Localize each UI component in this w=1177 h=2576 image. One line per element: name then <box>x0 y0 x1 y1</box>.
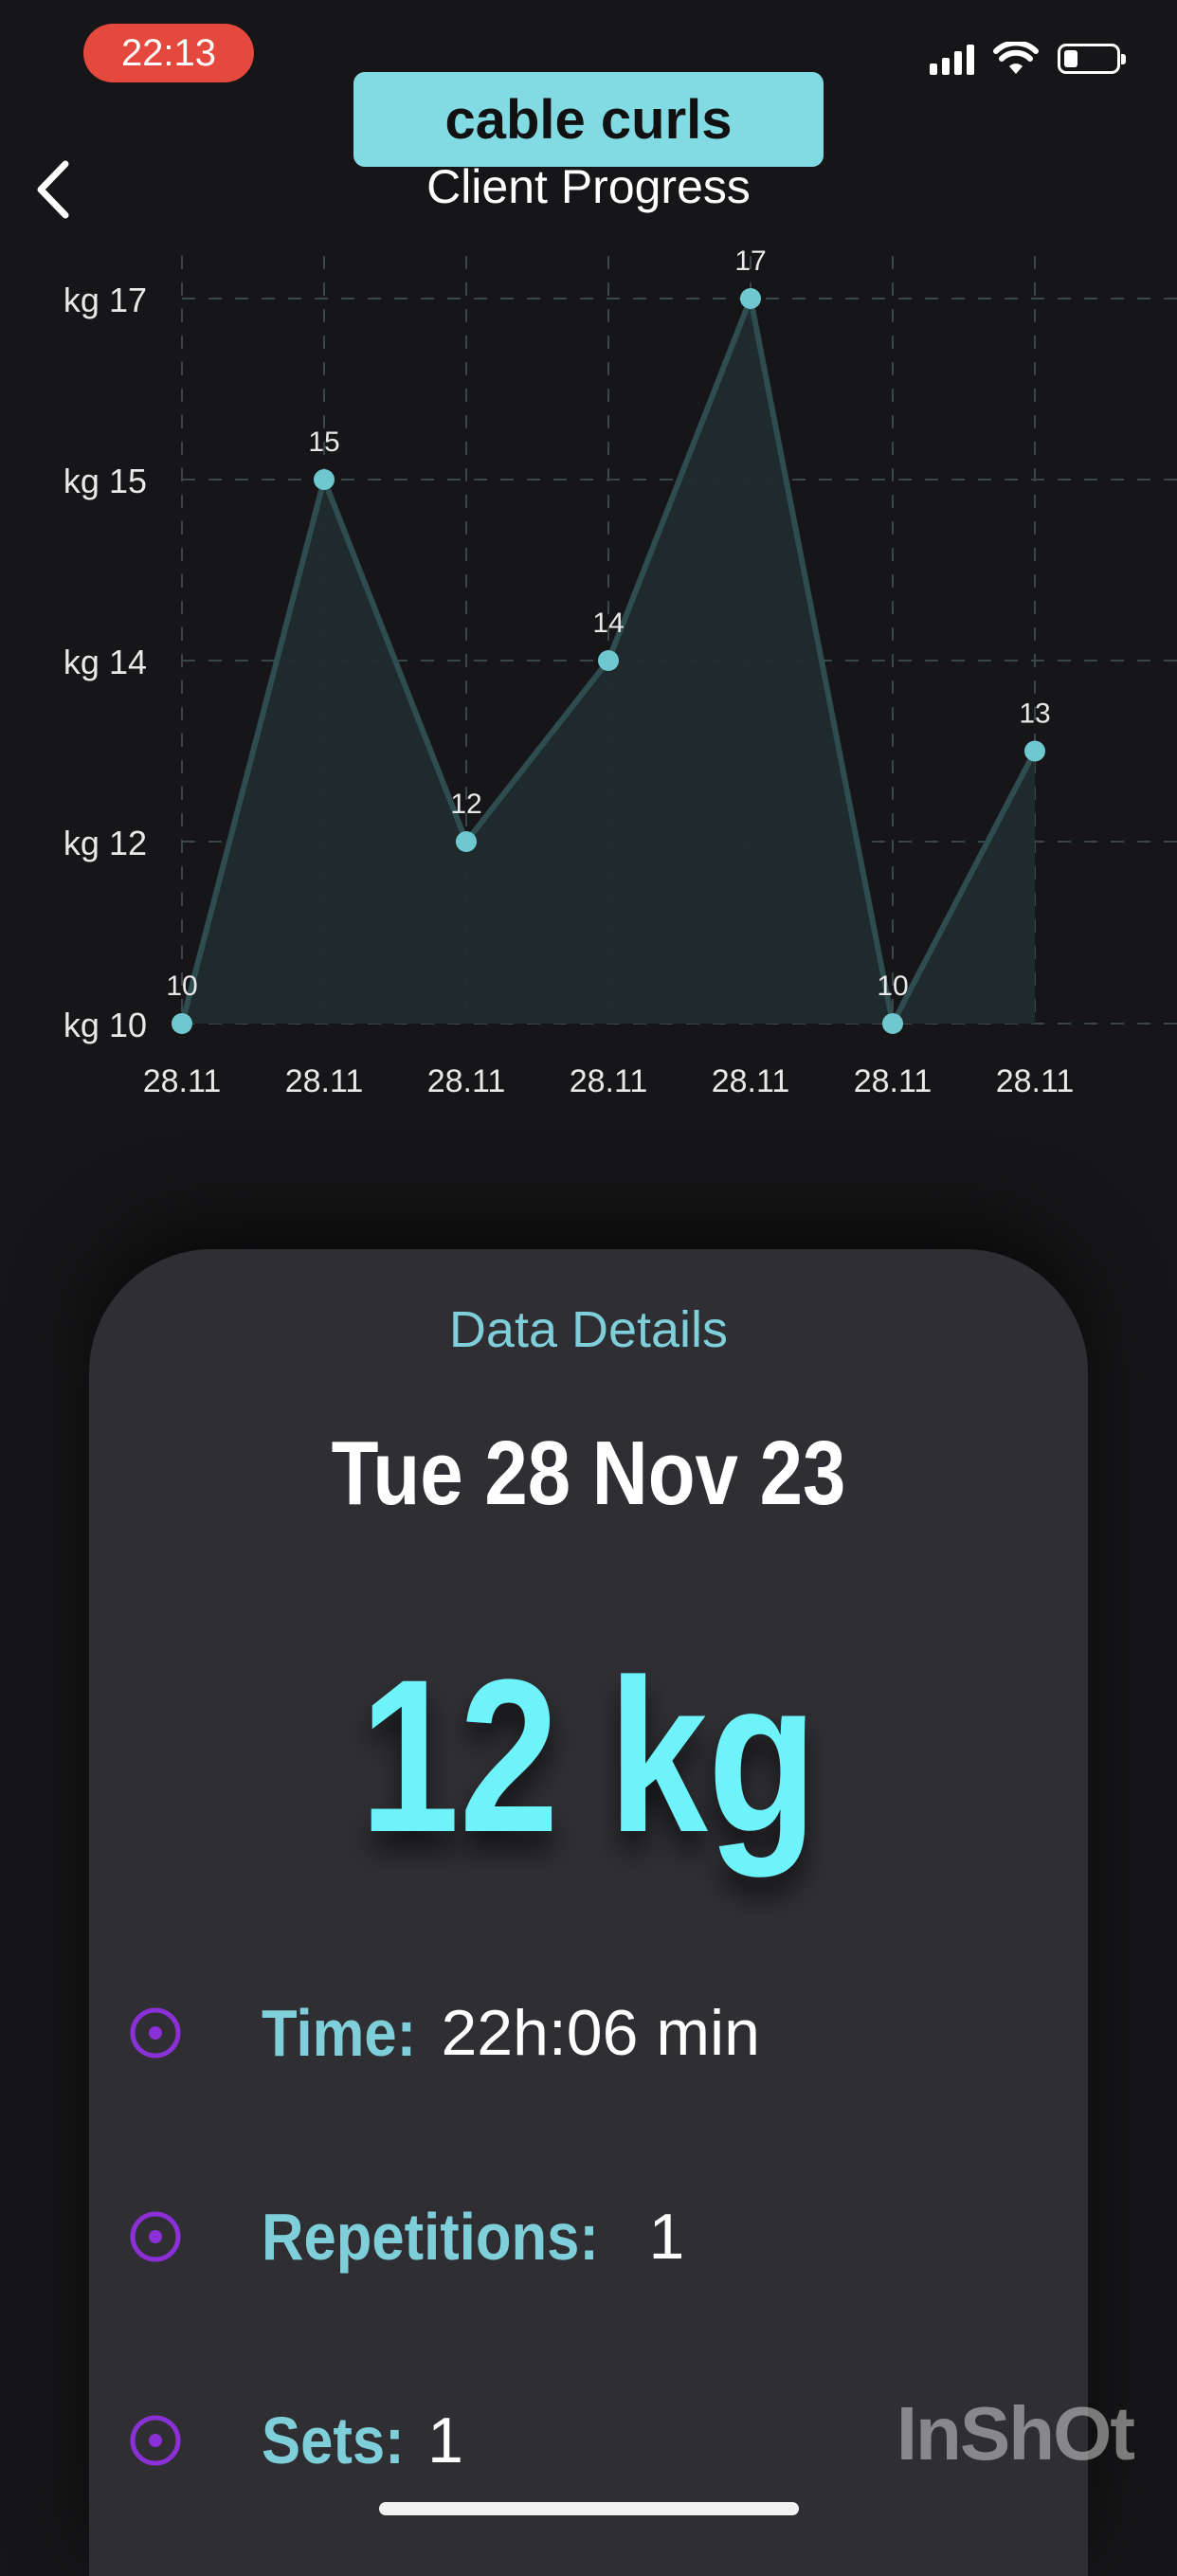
data-point <box>456 831 477 852</box>
repetitions-label: Repetitions: <box>262 2200 599 2274</box>
data-point <box>314 469 335 490</box>
wifi-icon <box>993 42 1039 74</box>
data-point <box>172 1013 192 1034</box>
status-icons <box>930 40 1126 78</box>
cellular-signal-icon <box>930 43 974 75</box>
y-tick-label: kg 14 <box>63 643 147 681</box>
details-date: Tue 28 Nov 23 <box>331 1423 846 1524</box>
data-point <box>882 1013 903 1034</box>
x-tick-label: 28.11 <box>996 1063 1075 1099</box>
status-bar: 22:13 <box>0 0 1177 114</box>
repetitions-value: 1 <box>648 2201 685 2273</box>
data-label: 10 <box>877 971 908 1002</box>
data-point <box>740 288 761 309</box>
x-tick-label: 28.11 <box>712 1063 790 1099</box>
target-icon <box>130 2007 181 2059</box>
x-tick-label: 28.11 <box>427 1063 506 1099</box>
details-weight: 12 kg <box>359 1634 818 1878</box>
back-button[interactable] <box>19 152 85 227</box>
progress-chart: kg 10 kg 12 kg 14 kg 15 kg 17 10 15 12 14 17 10 13 2… <box>63 245 1177 1099</box>
data-label: 17 <box>734 245 766 277</box>
y-tick-label: kg 10 <box>63 1006 147 1044</box>
detail-row-time: Time: 22h:06 min <box>129 1990 760 2076</box>
detail-row-repetitions: Repetitions: 1 <box>129 2194 684 2279</box>
y-tick-label: kg 12 <box>63 824 147 862</box>
data-point <box>598 650 619 671</box>
status-time: 22:13 <box>83 24 254 82</box>
watermark: InShOt <box>896 2391 1135 2476</box>
sets-value: 1 <box>427 2404 463 2476</box>
chevron-left-icon <box>37 160 69 219</box>
x-tick-label: 28.11 <box>143 1063 222 1099</box>
time-value: 22h:06 min <box>441 1997 760 2069</box>
data-label: 10 <box>166 971 197 1002</box>
detail-row-sets: Sets: 1 <box>129 2398 463 2483</box>
y-tick-label: kg 15 <box>63 462 147 500</box>
data-label: 13 <box>1019 698 1050 730</box>
data-label: 15 <box>308 426 339 458</box>
x-tick-label: 28.11 <box>570 1063 648 1099</box>
y-tick-label: kg 17 <box>63 281 147 319</box>
x-tick-label: 28.11 <box>854 1063 933 1099</box>
details-heading: Data Details <box>448 1301 729 1358</box>
data-point <box>1024 740 1045 762</box>
data-details-card <box>89 1249 1088 2576</box>
exercise-name-banner: cable curls <box>353 72 824 167</box>
data-label: 14 <box>592 608 624 639</box>
target-icon <box>130 2415 181 2466</box>
x-tick-label: 28.11 <box>285 1063 364 1099</box>
page-title: Client Progress <box>426 160 751 213</box>
battery-icon <box>1058 44 1126 74</box>
time-label: Time: <box>262 1996 417 2070</box>
home-indicator[interactable] <box>379 2502 799 2515</box>
target-icon <box>130 2211 181 2262</box>
sets-label: Sets: <box>262 2404 405 2477</box>
data-label: 12 <box>450 789 481 820</box>
